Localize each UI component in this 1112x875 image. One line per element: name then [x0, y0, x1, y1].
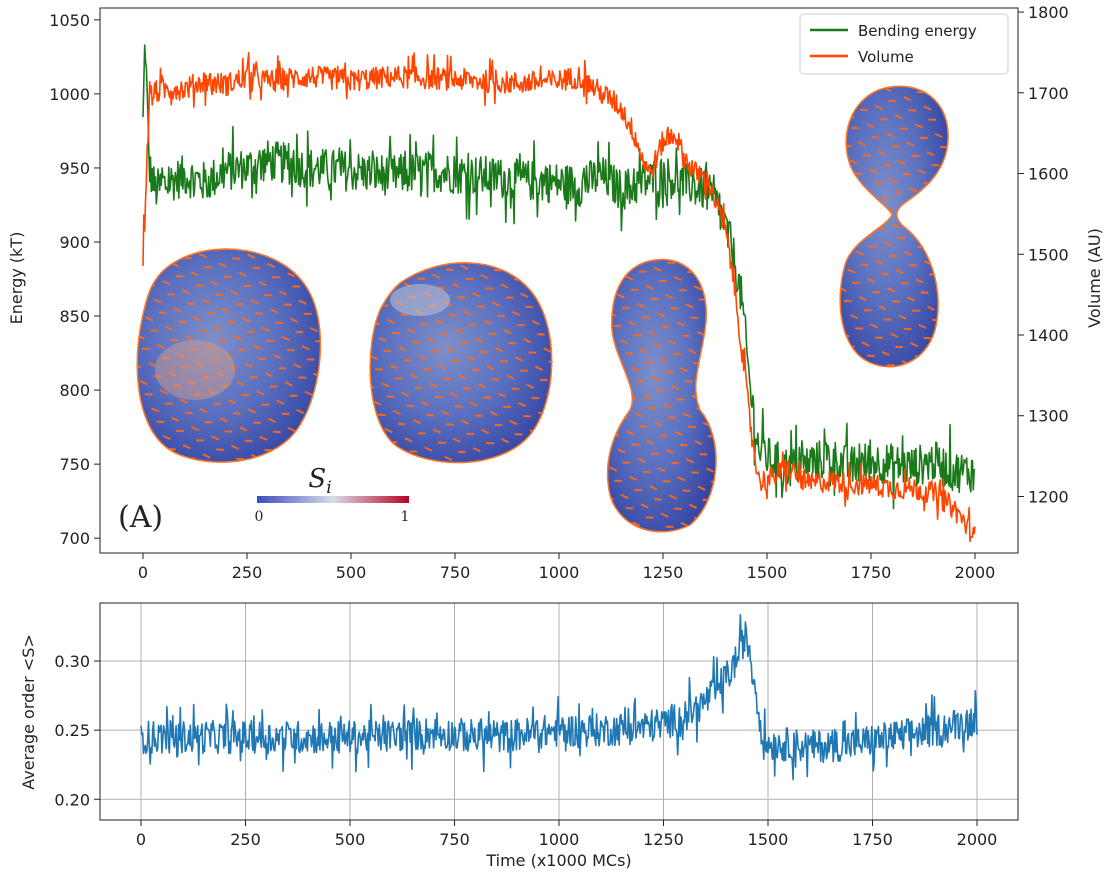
bottom-x-tick-label: 500 — [335, 830, 366, 849]
bottom-x-tick-label: 750 — [439, 830, 470, 849]
top-x-axis: 0 250 500 750 1000 1250 1500 1750 2000 — [138, 553, 995, 582]
vesicle-2 — [369, 262, 553, 464]
series-line-average-order — [140, 614, 978, 781]
colorbar-gradient — [257, 496, 409, 503]
legend-box — [799, 13, 1009, 75]
top-y-axis-right: 1200 1300 1400 1500 1600 1700 1800 — [1018, 3, 1069, 506]
top-y-tick-label-left: 700 — [59, 529, 90, 548]
bottom-y-axis: 0.20 0.25 0.30 — [54, 652, 100, 809]
colorbar-max-label: 1 — [401, 509, 410, 525]
top-y-tick-label-left: 800 — [59, 381, 90, 400]
bottom-x-axis-label: Time (x1000 MCs) — [485, 851, 631, 870]
legend-label-bending: Bending energy — [858, 22, 977, 40]
legend: Bending energy Volume — [799, 13, 1009, 75]
colorbar-title: Si — [308, 464, 331, 498]
top-y-tick-label-right: 1700 — [1028, 84, 1069, 103]
top-y-tick-label-right: 1500 — [1028, 245, 1069, 264]
top-x-tick-label: 750 — [440, 563, 471, 582]
top-x-tick-label: 2000 — [955, 563, 996, 582]
top-y-tick-label-right: 1800 — [1028, 3, 1069, 22]
bottom-x-tick-label: 1500 — [748, 830, 789, 849]
bottom-x-tick-label: 1000 — [539, 830, 580, 849]
top-y-axis-label-right: Volume (AU) — [1085, 228, 1104, 328]
top-x-tick-label: 1250 — [643, 563, 684, 582]
bottom-x-tick-label: 2000 — [957, 830, 998, 849]
bottom-x-tick-label: 1250 — [643, 830, 684, 849]
series-line-volume — [142, 51, 976, 543]
top-y-tick-label-left: 900 — [59, 233, 90, 252]
top-y-tick-label-left: 750 — [59, 455, 90, 474]
bottom-y-tick-label: 0.20 — [54, 790, 90, 809]
top-panel: 0 250 500 750 1000 1250 1500 1750 2000 700 750 800… — [7, 3, 1104, 582]
top-y-axis-left: 700 750 800 850 900 950 1000 1050 — [49, 11, 100, 548]
top-series-layer — [142, 44, 976, 543]
bottom-x-axis: 0 250 500 750 1000 1250 1500 1750 2000 — [136, 820, 997, 849]
series-line-bending-energy — [142, 44, 976, 510]
top-y-tick-label-right: 1600 — [1028, 165, 1069, 184]
top-y-tick-label-left: 1000 — [49, 85, 90, 104]
top-x-tick-label: 1000 — [539, 563, 580, 582]
top-y-axis-label: Energy (kT) — [7, 232, 26, 325]
top-x-tick-label: 1500 — [747, 563, 788, 582]
bottom-x-tick-label: 250 — [230, 830, 261, 849]
bottom-panel: 0 250 500 750 1000 1250 1500 1750 2000 0.200.250… — [19, 602, 1019, 870]
bottom-y-tick-label: 0.25 — [54, 721, 90, 740]
bottom-x-tick-label: 0 — [136, 830, 146, 849]
colorbar-min-label: 0 — [255, 509, 264, 525]
vesicle-insets — [136, 85, 949, 533]
bottom-series-layer — [140, 614, 978, 781]
vesicle-1 — [136, 248, 322, 463]
vesicle-3 — [606, 258, 717, 533]
vesicle-4 — [839, 85, 949, 368]
colorbar: Si 0 1 — [255, 464, 410, 525]
top-x-tick-label: 250 — [232, 563, 263, 582]
top-y-tick-label-left: 1050 — [49, 11, 90, 30]
bottom-x-tick-label: 1750 — [852, 830, 893, 849]
panel-label: (A) — [118, 500, 163, 535]
top-x-tick-label: 500 — [336, 563, 367, 582]
top-x-tick-label: 1750 — [851, 563, 892, 582]
top-y-tick-label-left: 950 — [59, 159, 90, 178]
bottom-y-tick-label: 0.30 — [54, 652, 90, 671]
top-y-tick-label-left: 850 — [59, 307, 90, 326]
top-y-tick-label-right: 1300 — [1028, 407, 1069, 426]
top-x-tick-label: 0 — [138, 563, 148, 582]
top-y-tick-label-right: 1400 — [1028, 326, 1069, 345]
legend-label-volume: Volume — [858, 48, 914, 66]
top-y-tick-label-right: 1200 — [1028, 487, 1069, 506]
bottom-y-axis-label: Average order <S> — [19, 634, 38, 790]
